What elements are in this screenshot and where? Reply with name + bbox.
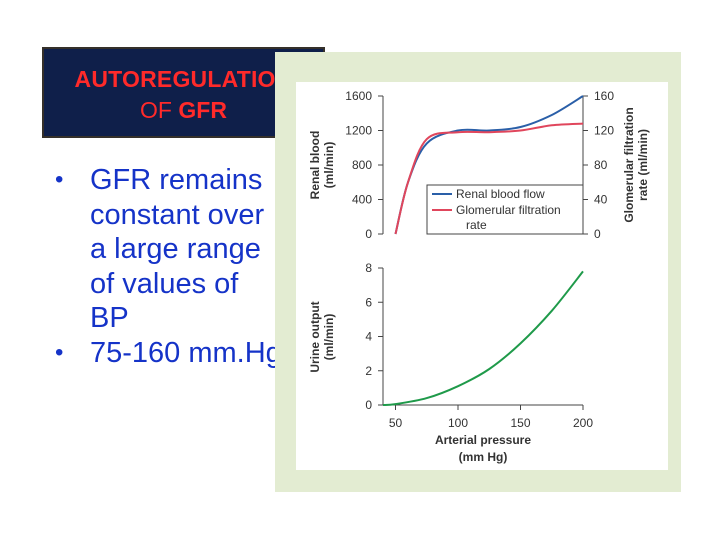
legend-label-gfr: Glomerular filtration bbox=[456, 203, 561, 217]
xlabel-line2: (mm Hg) bbox=[459, 450, 508, 464]
top-right-tick-label: 160 bbox=[594, 89, 614, 103]
legend-label-rbf: Renal blood flow bbox=[456, 187, 545, 201]
bottom-x-tick-label: 50 bbox=[389, 416, 403, 430]
legend-label-rate: rate bbox=[466, 218, 487, 232]
gfr-line bbox=[394, 122, 584, 235]
bottom-y-tick-label: 2 bbox=[365, 364, 372, 378]
bullet-item: • GFR remains constant over a large range… bbox=[55, 163, 285, 336]
bottom-y-tick-label: 6 bbox=[365, 295, 372, 309]
bottom-x-ticks: 50 100 150 200 bbox=[389, 405, 593, 430]
top-right-tick-label: 80 bbox=[594, 158, 608, 172]
urine-output-line bbox=[382, 270, 584, 406]
slide-title-gfr: GFR bbox=[178, 97, 227, 123]
bottom-y-tick-label: 0 bbox=[365, 398, 372, 412]
top-left-tick-label: 800 bbox=[352, 158, 372, 172]
xlabel-line1: Arterial pressure bbox=[435, 433, 531, 447]
bullet-item: • 75-160 mm.Hg bbox=[55, 336, 285, 371]
bottom-y-tick-label: 8 bbox=[365, 261, 372, 275]
bottom-x-tick-label: 100 bbox=[448, 416, 468, 430]
bottom-ylabel-line1: Urine output bbox=[308, 301, 322, 372]
top-left-tick-label: 1200 bbox=[345, 124, 372, 138]
top-ylabel-right-line2: rate (ml/min) bbox=[636, 129, 650, 201]
top-left-tick-label: 1600 bbox=[345, 89, 372, 103]
bullet-dot-icon: • bbox=[55, 338, 64, 366]
top-ylabel-line2: (ml/min) bbox=[322, 142, 336, 189]
bullet-dot-icon: • bbox=[55, 166, 64, 193]
bullet-text: 75-160 mm.Hg bbox=[90, 336, 282, 369]
top-right-tick-label: 120 bbox=[594, 124, 614, 138]
bullet-text: GFR remains constant over a large range … bbox=[90, 164, 265, 334]
top-ylabel-line1: Renal blood bbox=[308, 131, 322, 200]
top-right-ticks: 0 40 80 120 160 bbox=[583, 89, 614, 241]
slide-title-line2: OF GFR bbox=[44, 97, 323, 124]
top-left-tick-label: 400 bbox=[352, 193, 372, 207]
bottom-x-tick-label: 200 bbox=[573, 416, 593, 430]
bottom-x-tick-label: 150 bbox=[510, 416, 530, 430]
bullet-list: • GFR remains constant over a large range… bbox=[55, 163, 285, 370]
bottom-ylabel-line2: (ml/min) bbox=[322, 314, 336, 361]
bottom-y-ticks: 0 2 4 6 8 bbox=[365, 261, 383, 412]
top-left-tick-label: 0 bbox=[365, 227, 372, 241]
bottom-y-tick-label: 4 bbox=[365, 330, 372, 344]
legend-box bbox=[426, 184, 584, 235]
top-right-tick-label: 40 bbox=[594, 193, 608, 207]
slide-title-line1: AUTOREGULATION bbox=[74, 66, 293, 92]
top-right-tick-label: 0 bbox=[594, 227, 601, 241]
top-left-ticks: 0 400 800 1200 1600 bbox=[345, 89, 383, 241]
slide-title-of: OF bbox=[140, 97, 172, 123]
top-ylabel-right-line1: Glomerular filtration bbox=[622, 107, 636, 222]
